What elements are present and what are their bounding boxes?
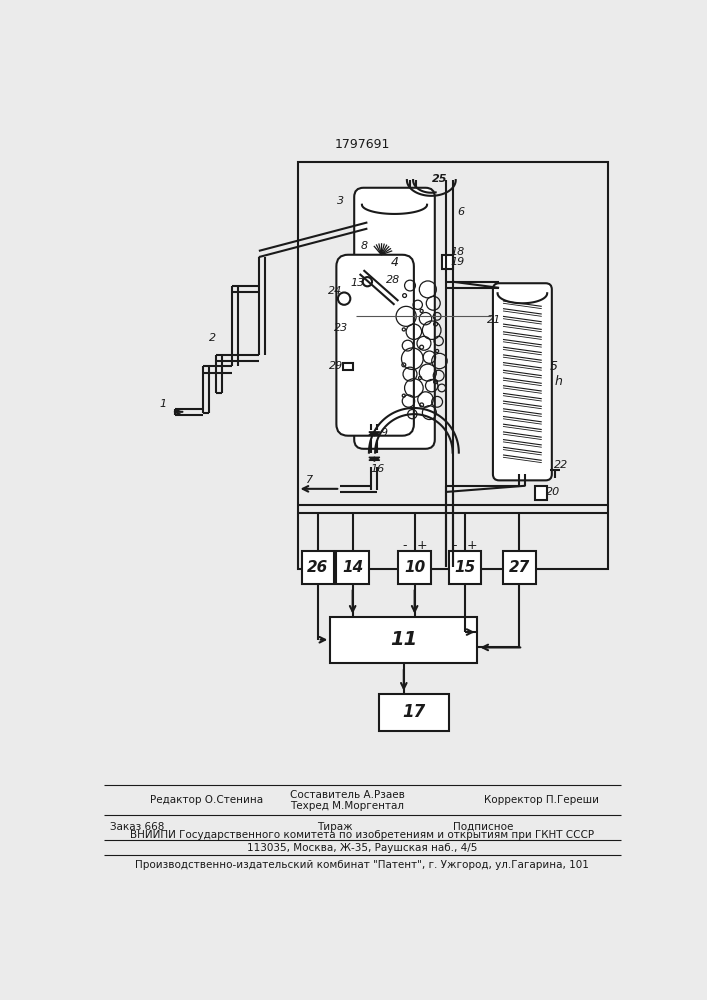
Text: 113035, Москва, Ж-35, Раушская наб., 4/5: 113035, Москва, Ж-35, Раушская наб., 4/5 — [247, 843, 477, 853]
Text: 4: 4 — [390, 256, 399, 269]
Text: h: h — [555, 375, 563, 388]
Bar — [534, 486, 547, 500]
Text: +: + — [467, 539, 477, 552]
Polygon shape — [369, 457, 380, 461]
Text: 29: 29 — [329, 361, 344, 371]
Text: 21: 21 — [486, 315, 501, 325]
Bar — [298, 162, 609, 569]
Text: 23: 23 — [334, 323, 348, 333]
Text: 18: 18 — [450, 247, 464, 257]
Circle shape — [363, 277, 372, 286]
Bar — [343, 363, 354, 370]
Text: Тираж: Тираж — [317, 822, 353, 832]
Bar — [503, 551, 535, 584]
Bar — [301, 551, 334, 584]
Text: 9: 9 — [380, 428, 387, 438]
Text: Техред М.Моргентал: Техред М.Моргентал — [290, 801, 404, 811]
Text: 20: 20 — [547, 487, 561, 497]
Bar — [330, 617, 477, 663]
Text: 28: 28 — [386, 275, 400, 285]
Bar — [442, 255, 452, 269]
Text: -: - — [452, 539, 457, 552]
Text: -: - — [402, 539, 407, 552]
Text: Производственно-издательский комбинат "Патент", г. Ужгород, ул.Гагарина, 101: Производственно-издательский комбинат "П… — [135, 860, 589, 870]
Polygon shape — [369, 432, 380, 436]
Text: 25: 25 — [432, 174, 448, 184]
Text: 22: 22 — [554, 460, 568, 470]
Text: 1797691: 1797691 — [335, 138, 390, 151]
Text: 6: 6 — [457, 207, 464, 217]
Text: 15: 15 — [455, 560, 476, 575]
Text: 5: 5 — [549, 360, 557, 373]
Text: 8: 8 — [361, 241, 368, 251]
Text: 26: 26 — [307, 560, 328, 575]
Text: 27: 27 — [508, 560, 530, 575]
Text: 3: 3 — [337, 196, 344, 206]
Text: 17: 17 — [402, 703, 426, 721]
Text: 10: 10 — [404, 560, 426, 575]
Text: Редактор О.Стенина: Редактор О.Стенина — [151, 795, 264, 805]
FancyBboxPatch shape — [354, 188, 435, 449]
Text: Составитель А.Рзаев: Составитель А.Рзаев — [290, 790, 404, 800]
Polygon shape — [369, 457, 380, 460]
Bar — [449, 551, 481, 584]
Text: Заказ 668: Заказ 668 — [110, 822, 165, 832]
FancyBboxPatch shape — [493, 283, 552, 480]
Text: 16: 16 — [370, 464, 385, 474]
Bar — [379, 694, 449, 731]
Text: +: + — [416, 539, 427, 552]
Text: 7: 7 — [305, 475, 312, 485]
Bar — [337, 551, 369, 584]
Text: 11: 11 — [390, 630, 417, 649]
Text: 2: 2 — [209, 333, 216, 343]
Text: 1: 1 — [159, 399, 166, 409]
Text: ВНИИПИ Государственного комитета по изобретениям и открытиям при ГКНТ СССР: ВНИИПИ Государственного комитета по изоб… — [130, 830, 594, 840]
Text: 14: 14 — [342, 560, 363, 575]
Text: 19: 19 — [450, 257, 464, 267]
Text: Корректор П.Гереши: Корректор П.Гереши — [484, 795, 599, 805]
Polygon shape — [369, 432, 380, 435]
Text: 24: 24 — [328, 286, 342, 296]
Bar — [398, 551, 431, 584]
FancyBboxPatch shape — [337, 255, 414, 436]
Text: 13: 13 — [351, 278, 366, 288]
Circle shape — [338, 292, 351, 305]
Text: Подписное: Подписное — [452, 822, 513, 832]
